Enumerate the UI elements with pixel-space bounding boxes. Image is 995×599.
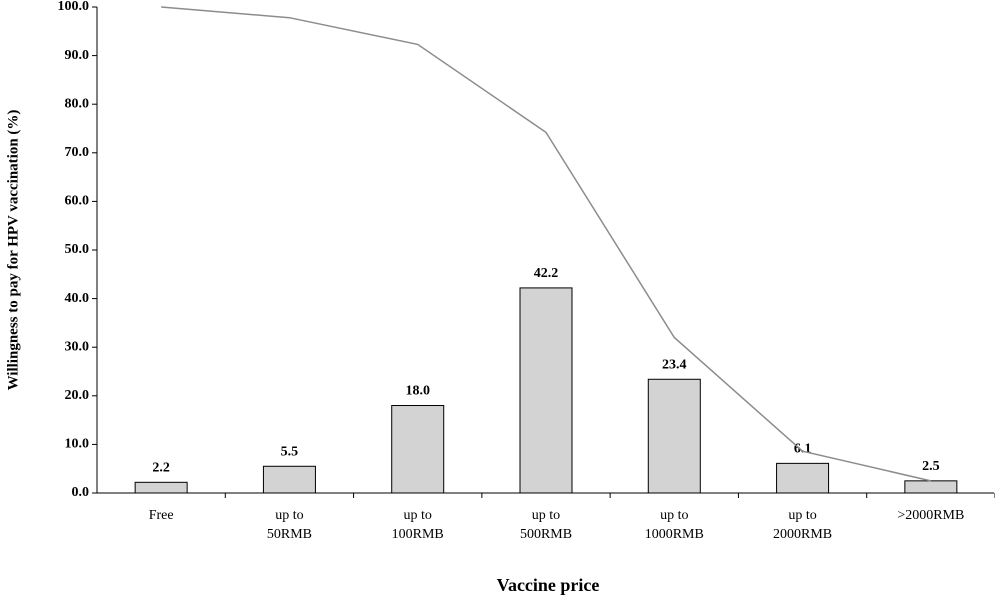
line <box>161 6 932 482</box>
y-tick-label: 40.0 <box>65 291 90 306</box>
x-tick-label: >2000RMB <box>897 508 964 523</box>
y-tick-label: 60.0 <box>65 194 90 209</box>
y-tick-label: 70.0 <box>65 145 90 160</box>
x-tick-label: up to <box>404 508 432 523</box>
data-label: 6.1 <box>794 442 812 457</box>
data-label: 2.5 <box>922 459 940 474</box>
data-label: 5.5 <box>281 444 299 459</box>
y-tick-label: 100.0 <box>58 0 90 14</box>
bar <box>262 465 316 494</box>
x-tick-label: 1000RMB <box>645 527 704 542</box>
y-tick-label: 90.0 <box>65 48 90 63</box>
x-tick-label: 500RMB <box>520 527 572 542</box>
x-tick-label: 50RMB <box>267 527 312 542</box>
bar <box>776 462 830 494</box>
x-tick-label: up to <box>788 508 816 523</box>
y-tick-label: 0.0 <box>72 485 90 500</box>
bar <box>904 480 958 494</box>
x-tick-label: 100RMB <box>392 527 444 542</box>
data-label: 18.0 <box>405 384 430 399</box>
y-tick-label: 10.0 <box>65 437 90 452</box>
x-tick-label: up to <box>532 508 560 523</box>
bar <box>519 287 573 494</box>
x-tick-label: up to <box>275 508 303 523</box>
x-axis-title: Vaccine price <box>497 575 600 595</box>
x-tick-label: Free <box>149 508 174 523</box>
x-tick-label: up to <box>660 508 688 523</box>
y-tick-label: 30.0 <box>65 339 90 354</box>
bar <box>391 405 445 494</box>
data-label: 23.4 <box>662 357 687 372</box>
y-axis-title: Willingness to pay for HPV vaccination (… <box>5 110 21 391</box>
data-label: 42.2 <box>534 266 559 281</box>
data-label: 2.2 <box>152 461 170 476</box>
y-tick-label: 50.0 <box>65 242 90 257</box>
bar <box>647 378 701 494</box>
bar <box>134 481 188 494</box>
y-tick-label: 80.0 <box>65 96 90 111</box>
y-tick-label: 20.0 <box>65 388 90 403</box>
x-tick-label: 2000RMB <box>773 527 832 542</box>
